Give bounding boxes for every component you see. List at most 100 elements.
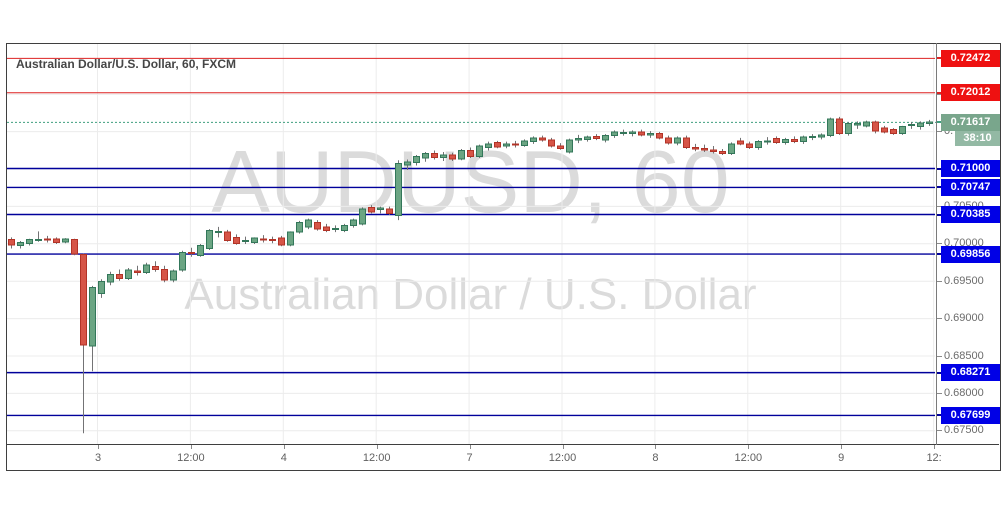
time-tick-mark xyxy=(934,445,936,449)
candle-body xyxy=(665,137,672,144)
price-tick-label: 0.69500 xyxy=(944,274,984,287)
candle-body xyxy=(710,149,717,152)
candle-body xyxy=(89,286,96,347)
candle-body xyxy=(593,135,600,140)
time-tick-mark xyxy=(562,445,564,449)
candle-body xyxy=(179,251,186,271)
candle-body xyxy=(44,238,51,241)
candle-body xyxy=(863,121,870,127)
candle-body xyxy=(674,137,681,144)
candle-body xyxy=(26,239,33,244)
blue-price-level-badge[interactable]: 0.70385 xyxy=(941,206,1000,223)
blue-price-level-badge[interactable]: 0.67699 xyxy=(941,406,1000,424)
candle-body xyxy=(161,268,168,281)
candle-body xyxy=(17,242,24,247)
candle-body xyxy=(305,219,312,228)
candle-body xyxy=(692,147,699,150)
chart-legend-title[interactable]: Australian Dollar/U.S. Dollar, 60, FXCM xyxy=(16,57,237,71)
price-tick-mark xyxy=(937,318,942,320)
blue-price-level-badge[interactable]: 0.69856 xyxy=(941,245,1000,263)
candle-body xyxy=(764,140,771,143)
candle-body xyxy=(854,123,861,126)
candle-body xyxy=(458,150,465,160)
price-tick-label: 0.68500 xyxy=(944,349,984,362)
candle-body xyxy=(539,137,546,141)
candle-body xyxy=(629,131,636,134)
candle-body xyxy=(314,221,321,230)
time-tick-label: 3 xyxy=(94,452,102,464)
current-price-badge[interactable]: 0.71617 xyxy=(941,113,1000,131)
time-tick-mark xyxy=(841,445,843,449)
candle-body xyxy=(494,141,501,148)
time-tick-mark xyxy=(748,445,750,449)
candle-body xyxy=(890,129,897,134)
red-price-level-badge[interactable]: 0.72472 xyxy=(941,49,1000,67)
candle-body xyxy=(530,137,537,143)
price-tick-label: 0.70000 xyxy=(944,237,984,250)
candle-body xyxy=(827,118,834,137)
candle-body xyxy=(611,131,618,137)
blue-price-level-badge[interactable]: 0.70747 xyxy=(941,178,1000,196)
time-tick-mark xyxy=(98,445,99,449)
price-tick-mark xyxy=(937,355,942,357)
time-tick-label: 12:00 xyxy=(734,452,763,464)
candle-body xyxy=(719,150,726,155)
candle-body xyxy=(170,270,177,281)
current-price-tick-mark xyxy=(937,121,942,124)
bar-countdown-badge: 38:10 xyxy=(955,130,1000,146)
blue-level-tick-mark xyxy=(937,371,942,374)
candle-body xyxy=(440,154,447,158)
candle-body xyxy=(107,274,114,283)
candle-body xyxy=(602,135,609,141)
candle-body xyxy=(584,136,591,140)
blue-price-level-badge[interactable]: 0.71000 xyxy=(941,160,1000,177)
time-tick-mark xyxy=(190,445,192,449)
time-axis[interactable]: 3 12:00 4 12:00 7 12:00 8 12:00 9 12: xyxy=(6,445,1001,471)
red-level-tick-mark xyxy=(937,57,942,60)
candle-body xyxy=(8,239,15,246)
candle-body xyxy=(215,230,222,233)
candle-body xyxy=(926,121,933,125)
candle-body xyxy=(809,135,816,138)
red-price-level-badge[interactable]: 0.72012 xyxy=(941,84,1000,102)
candle-body xyxy=(350,219,357,226)
candle-body xyxy=(404,161,411,166)
blue-level-tick-mark xyxy=(937,253,942,256)
candle-body xyxy=(782,138,789,143)
candle-body xyxy=(386,208,393,214)
candle-body xyxy=(818,134,825,138)
candle-body xyxy=(197,245,204,256)
candle-body xyxy=(755,141,762,149)
blue-level-tick-mark xyxy=(937,414,942,417)
red-level-tick-mark xyxy=(937,91,942,94)
price-tick-mark xyxy=(937,243,942,245)
candle-body xyxy=(71,239,78,255)
price-tick-label: 0.69000 xyxy=(944,312,984,325)
price-tick-mark xyxy=(937,131,942,133)
candle-body xyxy=(368,206,375,213)
price-tick-label: 0.68000 xyxy=(944,386,984,399)
candle-body xyxy=(431,153,438,158)
time-tick-label: 12:00 xyxy=(362,452,391,464)
price-tick-mark xyxy=(937,93,942,95)
time-tick-mark xyxy=(283,445,285,449)
candle-body xyxy=(638,131,645,136)
time-tick-label: 9 xyxy=(838,452,845,464)
candle-body xyxy=(152,265,159,270)
candle-body xyxy=(737,140,744,145)
candle-body xyxy=(359,208,366,225)
candle-body xyxy=(836,118,843,134)
price-axis[interactable]: 0.720000.715000.710000.705000.700000.695… xyxy=(936,43,1002,445)
blue-price-level-badge[interactable]: 0.68271 xyxy=(941,364,1000,382)
price-tick-mark xyxy=(937,430,942,432)
candle-body xyxy=(791,138,798,143)
time-tick-label: 4 xyxy=(280,452,287,464)
candle-body xyxy=(332,227,339,230)
candle-body xyxy=(143,264,150,273)
time-tick-label: 8 xyxy=(652,452,659,464)
time-tick-label: 12: xyxy=(926,452,942,464)
candle-body xyxy=(242,239,249,242)
candle-body xyxy=(449,154,456,160)
